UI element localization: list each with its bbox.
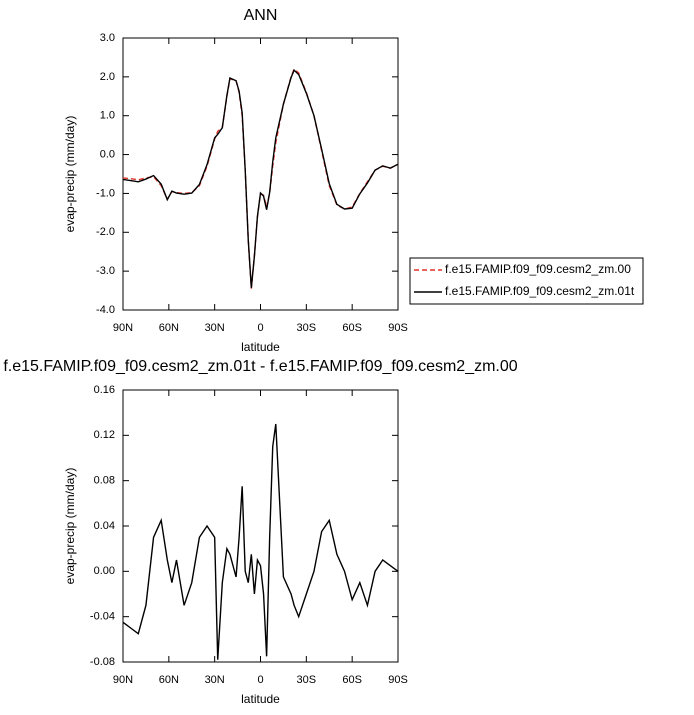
plot-frame (122, 389, 399, 663)
y-tick-label: -1.0 (96, 187, 115, 199)
y-axis-title: evap-precip (mm/day) (63, 468, 77, 585)
y-tick-label: -4.0 (96, 304, 115, 316)
x-tick-label: 90N (113, 674, 133, 686)
plot-frame (122, 37, 399, 311)
series-line (122, 423, 399, 660)
x-tick-label: 90S (388, 674, 408, 686)
x-tick-label: 60S (342, 674, 362, 686)
legend-label: f.e15.FAMIP.f09_f09.cesm2_zm.00 (445, 262, 631, 276)
x-tick-label: 60N (159, 674, 179, 686)
x-tick-label: 60S (342, 322, 362, 334)
y-tick-label: 1.0 (100, 110, 115, 122)
x-axis-title: latitude (241, 340, 280, 354)
y-tick-label: 0.04 (94, 520, 115, 532)
x-tick-label: 30S (297, 322, 317, 334)
y-tick-label: 0.0 (100, 148, 115, 160)
x-tick-label: 90N (113, 322, 133, 334)
x-tick-label: 30N (205, 322, 225, 334)
x-tick-label: 30N (205, 674, 225, 686)
y-tick-label: -3.0 (96, 265, 115, 277)
x-tick-label: 30S (297, 674, 317, 686)
chart-title: ANN (244, 7, 278, 24)
y-tick-label: -0.04 (90, 611, 115, 623)
x-tick-label: 90S (388, 322, 408, 334)
legend-box (409, 257, 644, 305)
y-tick-label: -0.08 (90, 656, 115, 668)
x-axis-title: latitude (241, 692, 280, 706)
series-line (122, 67, 399, 289)
y-tick-label: 0.00 (94, 565, 115, 577)
x-tick-label: 0 (257, 322, 263, 334)
y-tick-label: -2.0 (96, 226, 115, 238)
y-tick-label: 0.16 (94, 384, 115, 396)
series-line (122, 69, 399, 288)
y-tick-label: 0.12 (94, 429, 115, 441)
chart-title: f.e15.FAMIP.f09_f09.cesm2_zm.01t - f.e15… (3, 358, 517, 375)
y-tick-label: 0.08 (94, 475, 115, 487)
y-tick-label: 3.0 (100, 32, 115, 44)
x-tick-label: 60N (159, 322, 179, 334)
x-tick-label: 0 (257, 674, 263, 686)
y-axis-title: evap-precip (mm/day) (63, 116, 77, 233)
y-tick-label: 2.0 (100, 71, 115, 83)
legend-label: f.e15.FAMIP.f09_f09.cesm2_zm.01t (445, 284, 635, 298)
